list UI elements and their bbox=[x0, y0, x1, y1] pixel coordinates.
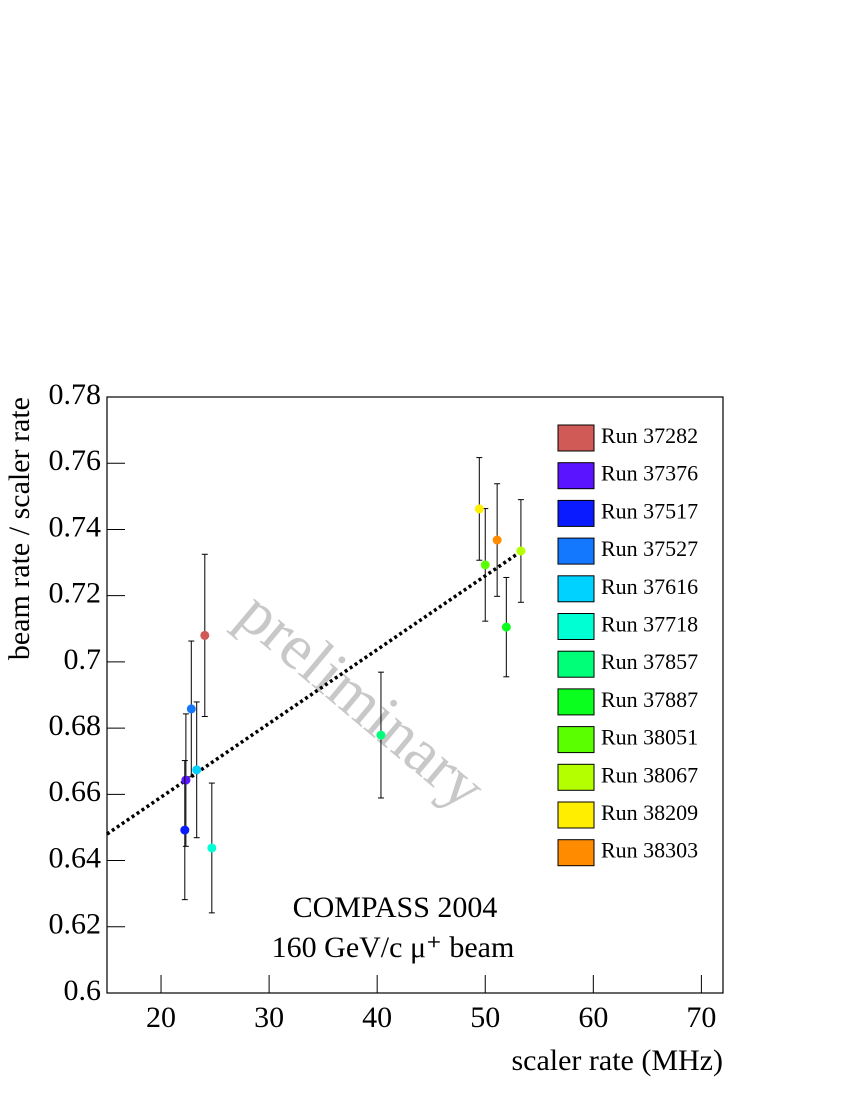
watermark: preliminary bbox=[225, 577, 499, 823]
legend-label: Run 37887 bbox=[601, 687, 698, 712]
legend-label: Run 37616 bbox=[601, 574, 698, 599]
point bbox=[376, 730, 386, 740]
legend-label: Run 37527 bbox=[601, 536, 698, 561]
legend-label: Run 37376 bbox=[601, 461, 698, 486]
x-tick-label: 70 bbox=[686, 1001, 716, 1034]
legend-swatch bbox=[557, 424, 595, 452]
x-tick-label: 60 bbox=[578, 1001, 608, 1034]
point bbox=[474, 504, 484, 514]
y-tick-label: 0.76 bbox=[49, 444, 102, 477]
point bbox=[192, 765, 202, 775]
y-axis-label: beam rate / scaler rate bbox=[3, 397, 36, 660]
x-tick-label: 20 bbox=[146, 1001, 176, 1034]
x-tick-label: 50 bbox=[470, 1001, 500, 1034]
y-tick-label: 0.62 bbox=[49, 908, 102, 941]
point bbox=[186, 704, 196, 714]
y-tick-label: 0.6 bbox=[64, 974, 102, 1007]
legend-swatch bbox=[557, 688, 595, 716]
annotation: COMPASS 2004 bbox=[293, 891, 498, 924]
annotation: 160 GeV/c μ⁺ beam bbox=[272, 931, 515, 964]
legend-swatch bbox=[557, 537, 595, 565]
legend-label: Run 37517 bbox=[601, 498, 698, 523]
point bbox=[516, 546, 526, 556]
legend-swatch bbox=[557, 499, 595, 527]
y-tick-label: 0.7 bbox=[64, 643, 102, 676]
legend-swatch bbox=[557, 839, 595, 867]
point bbox=[207, 843, 217, 853]
legend-label: Run 37718 bbox=[601, 612, 698, 637]
point bbox=[200, 630, 210, 640]
x-axis-label: scaler rate (MHz) bbox=[511, 1044, 723, 1077]
legend-swatch bbox=[557, 801, 595, 829]
y-tick-label: 0.66 bbox=[49, 775, 102, 808]
point bbox=[501, 622, 511, 632]
legend-swatch bbox=[557, 575, 595, 603]
y-tick-label: 0.64 bbox=[49, 841, 102, 874]
legend-label: Run 38209 bbox=[601, 800, 698, 825]
legend-swatch bbox=[557, 650, 595, 678]
point bbox=[480, 560, 490, 570]
x-tick-label: 40 bbox=[362, 1001, 392, 1034]
y-tick-label: 0.68 bbox=[49, 709, 102, 742]
legend-swatch bbox=[557, 763, 595, 791]
legend-label: Run 38067 bbox=[601, 762, 698, 787]
legend-label: Run 37282 bbox=[601, 423, 698, 448]
legend-swatch bbox=[557, 613, 595, 640]
point bbox=[181, 775, 191, 785]
y-tick-label: 0.72 bbox=[49, 577, 102, 610]
legend-swatch bbox=[557, 726, 595, 754]
point bbox=[492, 535, 502, 545]
y-tick-label: 0.74 bbox=[49, 510, 102, 543]
legend-label: Run 37857 bbox=[601, 649, 698, 674]
x-tick-label: 30 bbox=[254, 1001, 284, 1034]
legend-label: Run 38051 bbox=[601, 725, 698, 750]
y-tick-label: 0.78 bbox=[49, 378, 102, 411]
legend-label: Run 38303 bbox=[601, 838, 698, 863]
fit-line bbox=[106, 547, 526, 836]
legend-swatch bbox=[557, 462, 595, 490]
plot-frame bbox=[106, 396, 724, 994]
point bbox=[180, 825, 190, 835]
